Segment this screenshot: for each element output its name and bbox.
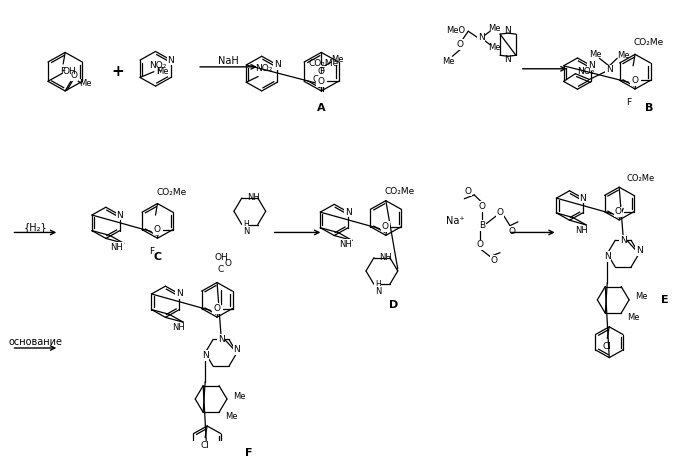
Text: O: O bbox=[457, 40, 464, 49]
Text: O: O bbox=[465, 186, 472, 196]
Text: Me: Me bbox=[617, 51, 629, 60]
Text: +: + bbox=[111, 64, 124, 79]
Text: O: O bbox=[631, 76, 638, 85]
Text: Me: Me bbox=[488, 43, 500, 52]
Text: N: N bbox=[345, 207, 351, 217]
Text: C: C bbox=[218, 265, 224, 274]
Text: N: N bbox=[374, 287, 381, 296]
Text: F: F bbox=[157, 67, 162, 76]
Text: NH: NH bbox=[247, 193, 260, 202]
Text: N: N bbox=[202, 351, 209, 360]
Text: O: O bbox=[153, 225, 160, 234]
Text: B: B bbox=[645, 103, 653, 113]
Text: O: O bbox=[317, 77, 324, 86]
Text: N: N bbox=[116, 211, 123, 219]
Text: H: H bbox=[375, 280, 381, 289]
Text: O: O bbox=[477, 240, 484, 250]
Text: Na⁺: Na⁺ bbox=[446, 216, 465, 226]
Text: Me: Me bbox=[626, 313, 639, 322]
Text: N: N bbox=[604, 252, 610, 261]
Text: Me: Me bbox=[442, 57, 455, 66]
Text: N: N bbox=[636, 246, 643, 255]
Text: CO₂Me: CO₂Me bbox=[634, 38, 664, 47]
Text: NH: NH bbox=[111, 243, 123, 251]
Text: CO₂Me: CO₂Me bbox=[156, 187, 186, 197]
Text: O: O bbox=[225, 259, 232, 268]
Text: H: H bbox=[243, 220, 248, 229]
Text: CO₂Me: CO₂Me bbox=[308, 59, 338, 69]
Text: D: D bbox=[389, 300, 398, 310]
Text: N: N bbox=[243, 227, 249, 236]
Text: Cl: Cl bbox=[201, 441, 209, 450]
Text: NO₂: NO₂ bbox=[256, 64, 273, 73]
Text: O: O bbox=[214, 304, 220, 313]
Text: Me: Me bbox=[488, 24, 500, 33]
Text: F: F bbox=[626, 98, 631, 107]
Text: MeO: MeO bbox=[446, 26, 465, 35]
Text: N: N bbox=[218, 335, 225, 344]
Text: N: N bbox=[620, 236, 626, 244]
Text: N: N bbox=[234, 345, 240, 355]
Text: A: A bbox=[317, 103, 326, 113]
Text: N: N bbox=[478, 33, 484, 43]
Text: O: O bbox=[479, 202, 486, 211]
Text: NH: NH bbox=[575, 227, 588, 235]
Text: N: N bbox=[580, 194, 586, 202]
Text: Me: Me bbox=[635, 292, 648, 302]
Text: NaH: NaH bbox=[218, 56, 239, 66]
Text: OH: OH bbox=[63, 67, 77, 76]
Text: O: O bbox=[491, 256, 498, 265]
Text: Me: Me bbox=[157, 67, 169, 76]
Text: N: N bbox=[505, 26, 512, 35]
Text: F: F bbox=[318, 67, 324, 76]
Text: Me: Me bbox=[79, 79, 91, 88]
Text: F: F bbox=[245, 448, 253, 457]
Text: основание: основание bbox=[8, 337, 62, 347]
Text: NH: NH bbox=[379, 253, 392, 262]
Text: CO₂Me: CO₂Me bbox=[384, 186, 415, 196]
Text: O: O bbox=[496, 208, 503, 217]
Text: CO₂Me: CO₂Me bbox=[627, 174, 655, 183]
Text: O: O bbox=[318, 67, 325, 76]
Text: O: O bbox=[382, 222, 389, 231]
Text: N: N bbox=[274, 60, 281, 69]
Text: F: F bbox=[149, 247, 154, 256]
Text: O: O bbox=[508, 227, 515, 236]
Text: O: O bbox=[615, 207, 622, 216]
Text: E: E bbox=[661, 295, 668, 305]
Text: NO₂: NO₂ bbox=[577, 67, 594, 76]
Text: N: N bbox=[505, 55, 512, 64]
Text: OH: OH bbox=[214, 253, 228, 262]
Text: N: N bbox=[167, 56, 174, 64]
Text: Me: Me bbox=[589, 50, 601, 59]
Text: Me: Me bbox=[331, 55, 344, 64]
Text: C: C bbox=[153, 252, 162, 262]
Text: NH: NH bbox=[172, 324, 185, 332]
Text: NH: NH bbox=[339, 239, 351, 249]
Text: O: O bbox=[71, 71, 78, 80]
Text: N: N bbox=[176, 289, 183, 298]
Text: Cl: Cl bbox=[603, 341, 612, 351]
Text: B: B bbox=[479, 221, 485, 230]
Text: N: N bbox=[588, 61, 595, 70]
Text: F: F bbox=[61, 67, 66, 76]
Text: {H₂}: {H₂} bbox=[24, 222, 47, 232]
Text: N: N bbox=[606, 65, 612, 74]
Text: O: O bbox=[313, 75, 320, 84]
Text: Me: Me bbox=[232, 392, 245, 401]
Text: NO₂: NO₂ bbox=[149, 61, 167, 70]
Text: Me: Me bbox=[225, 412, 237, 421]
